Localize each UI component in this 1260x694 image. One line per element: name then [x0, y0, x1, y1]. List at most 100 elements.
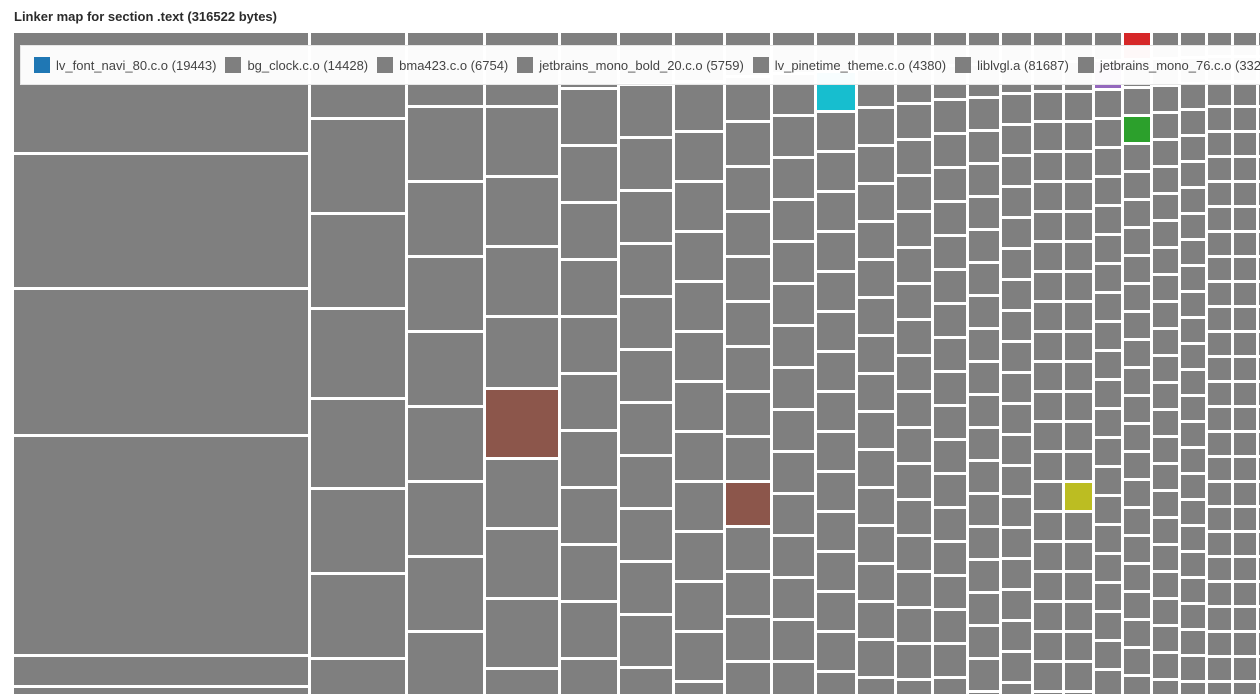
- treemap-cell[interactable]: [675, 583, 723, 630]
- treemap-cell[interactable]: [1234, 333, 1256, 355]
- treemap-cell[interactable]: [14, 657, 308, 685]
- treemap-cell[interactable]: [726, 618, 770, 660]
- treemap-cell[interactable]: [1065, 243, 1092, 270]
- treemap-cell[interactable]: [858, 413, 894, 448]
- treemap-cell[interactable]: [1208, 108, 1231, 130]
- treemap-cell[interactable]: [1002, 467, 1031, 495]
- treemap-cell[interactable]: [14, 290, 308, 434]
- treemap-cell[interactable]: [969, 264, 999, 294]
- treemap-cell[interactable]: [1065, 183, 1092, 210]
- treemap-cell[interactable]: [486, 178, 558, 245]
- treemap-cell[interactable]: [1208, 633, 1231, 655]
- treemap-cell[interactable]: [1208, 208, 1231, 230]
- treemap-cell[interactable]: [1153, 465, 1178, 489]
- treemap-cell[interactable]: [1002, 219, 1031, 247]
- treemap-cell[interactable]: [1181, 267, 1205, 290]
- treemap-cell[interactable]: [1034, 663, 1062, 690]
- treemap-cell[interactable]: [1034, 153, 1062, 180]
- treemap-cell[interactable]: [969, 363, 999, 393]
- treemap-cell[interactable]: [675, 633, 723, 680]
- treemap-cell[interactable]: [620, 86, 672, 136]
- treemap-cell[interactable]: [1208, 383, 1231, 405]
- treemap-cell[interactable]: [1234, 108, 1256, 130]
- treemap-cell[interactable]: [817, 473, 855, 510]
- treemap-cell[interactable]: [1095, 468, 1121, 494]
- treemap-cell[interactable]: [1153, 546, 1178, 570]
- treemap-cell[interactable]: [817, 673, 855, 694]
- treemap-cell[interactable]: [773, 621, 814, 660]
- treemap-cell[interactable]: [1153, 222, 1178, 246]
- treemap-cell[interactable]: [1153, 654, 1178, 678]
- treemap-cell[interactable]: [1002, 436, 1031, 464]
- treemap-cell[interactable]: [1208, 558, 1231, 580]
- treemap-cell[interactable]: [311, 120, 405, 212]
- treemap-cell[interactable]: [897, 321, 931, 354]
- treemap-cell[interactable]: [1208, 83, 1231, 105]
- treemap-cell[interactable]: [1124, 229, 1150, 254]
- treemap-cell[interactable]: [1034, 543, 1062, 570]
- treemap-cell[interactable]: [1034, 423, 1062, 450]
- treemap-cell[interactable]: [1034, 483, 1062, 510]
- treemap-cell[interactable]: [1208, 158, 1231, 180]
- treemap-cell[interactable]: [408, 333, 483, 405]
- treemap-cell[interactable]: [1065, 303, 1092, 330]
- treemap-cell[interactable]: [1208, 358, 1231, 380]
- treemap-cell[interactable]: [620, 245, 672, 295]
- treemap-cell[interactable]: [1181, 397, 1205, 420]
- treemap-cell[interactable]: [1124, 677, 1150, 694]
- treemap-cell[interactable]: [1208, 508, 1231, 530]
- treemap-cell[interactable]: [934, 611, 966, 642]
- treemap-cell[interactable]: [1234, 258, 1256, 280]
- treemap-cell[interactable]: [1234, 83, 1256, 105]
- treemap-cell[interactable]: [620, 298, 672, 348]
- treemap-cell[interactable]: [408, 558, 483, 630]
- treemap-cell[interactable]: [726, 213, 770, 255]
- treemap-cell[interactable]: [897, 285, 931, 318]
- treemap-cell[interactable]: [897, 177, 931, 210]
- treemap-cell[interactable]: [1002, 498, 1031, 526]
- treemap-cell[interactable]: [934, 475, 966, 506]
- treemap-cell[interactable]: [1181, 553, 1205, 576]
- treemap-cell[interactable]: [1153, 114, 1178, 138]
- treemap-cell[interactable]: [1124, 453, 1150, 478]
- treemap-cell[interactable]: [969, 99, 999, 129]
- treemap-cell[interactable]: [726, 303, 770, 345]
- treemap-cell[interactable]: [620, 616, 672, 666]
- treemap-cell[interactable]: [1002, 188, 1031, 216]
- treemap-cell[interactable]: [1124, 89, 1150, 114]
- treemap-cell[interactable]: [1095, 207, 1121, 233]
- treemap-cell[interactable]: [408, 408, 483, 480]
- treemap-cell[interactable]: [1153, 303, 1178, 327]
- treemap-cell[interactable]: [1181, 345, 1205, 368]
- treemap-cell[interactable]: [817, 153, 855, 190]
- treemap-cell[interactable]: [773, 663, 814, 694]
- treemap-cell[interactable]: [1002, 126, 1031, 154]
- treemap-cell[interactable]: [1124, 593, 1150, 618]
- treemap-cell[interactable]: [817, 193, 855, 230]
- treemap-cell[interactable]: [897, 681, 931, 694]
- treemap-cell[interactable]: [1065, 213, 1092, 240]
- treemap-cell[interactable]: [311, 400, 405, 487]
- treemap-cell[interactable]: [1234, 283, 1256, 305]
- treemap-cell[interactable]: [1208, 483, 1231, 505]
- treemap-cell[interactable]: [675, 83, 723, 130]
- treemap-cell[interactable]: [934, 543, 966, 574]
- treemap-cell[interactable]: [817, 313, 855, 350]
- treemap-cell[interactable]: [1034, 333, 1062, 360]
- treemap-cell[interactable]: [897, 645, 931, 678]
- treemap-cell[interactable]: [1153, 681, 1178, 694]
- treemap-cell[interactable]: [1095, 671, 1121, 694]
- treemap-cell[interactable]: [897, 429, 931, 462]
- treemap-cell[interactable]: [969, 330, 999, 360]
- treemap-cell[interactable]: [1124, 201, 1150, 226]
- treemap-cell[interactable]: [1181, 293, 1205, 316]
- treemap-cell[interactable]: [1065, 123, 1092, 150]
- treemap-cell[interactable]: [1208, 258, 1231, 280]
- treemap-cell[interactable]: [1234, 683, 1256, 694]
- treemap-cell[interactable]: [408, 633, 483, 694]
- treemap-cell[interactable]: [1095, 236, 1121, 262]
- treemap-cell[interactable]: [1153, 411, 1178, 435]
- treemap-cell[interactable]: [14, 688, 308, 694]
- treemap-cell[interactable]: [1234, 583, 1256, 605]
- treemap-cell[interactable]: [561, 147, 617, 201]
